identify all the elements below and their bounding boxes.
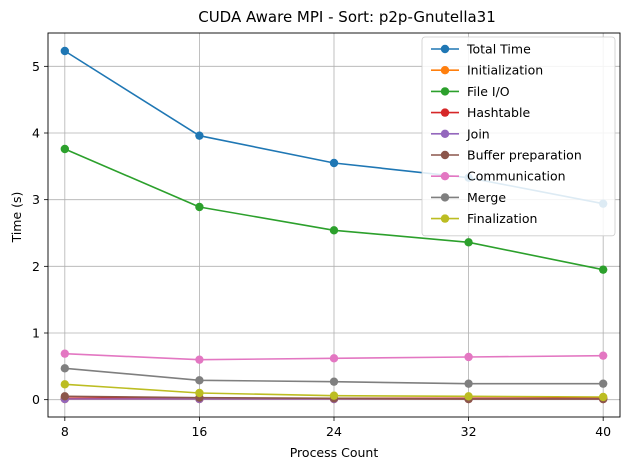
legend-marker bbox=[440, 172, 450, 181]
legend-label: Initialization bbox=[467, 63, 543, 78]
y-tick-label: 4 bbox=[32, 126, 40, 141]
data-point bbox=[329, 377, 339, 386]
x-tick-label: 40 bbox=[595, 424, 611, 439]
data-point bbox=[464, 238, 473, 247]
legend-item: File I/O bbox=[431, 84, 510, 99]
legend-item: Join bbox=[431, 126, 490, 141]
data-point bbox=[329, 391, 339, 400]
data-point bbox=[464, 392, 473, 401]
legend-label: Hashtable bbox=[467, 105, 530, 120]
x-tick-label: 8 bbox=[61, 424, 69, 439]
legend-label: Buffer preparation bbox=[467, 148, 582, 163]
data-point bbox=[598, 351, 608, 360]
legend-marker bbox=[440, 150, 450, 160]
series-7 bbox=[60, 364, 608, 388]
chart-title: CUDA Aware MPI - Sort: p2p-Gnutella31 bbox=[198, 8, 496, 26]
legend-marker bbox=[440, 129, 450, 138]
x-axis-title: Process Count bbox=[290, 445, 379, 460]
x-tick-label: 24 bbox=[326, 424, 342, 439]
data-point bbox=[598, 379, 608, 388]
legend-label: Total Time bbox=[466, 42, 531, 57]
data-point bbox=[329, 354, 339, 363]
data-point bbox=[329, 158, 339, 168]
data-point bbox=[195, 131, 204, 140]
data-point bbox=[195, 376, 204, 385]
x-axis: 8 16 24 32 40 bbox=[61, 417, 611, 439]
data-point bbox=[598, 392, 608, 402]
legend-marker bbox=[440, 44, 450, 54]
y-tick-label: 0 bbox=[32, 392, 40, 407]
data-point bbox=[329, 226, 339, 235]
legend-marker bbox=[440, 108, 450, 117]
legend-marker bbox=[440, 87, 450, 96]
y-axis: 0 1 2 3 4 5 bbox=[32, 59, 48, 407]
data-point bbox=[60, 144, 70, 154]
data-point bbox=[195, 388, 204, 398]
legend-label: Finalization bbox=[467, 211, 537, 226]
legend-item: Initialization bbox=[431, 63, 543, 78]
legend-marker bbox=[440, 214, 450, 223]
data-point bbox=[60, 380, 70, 389]
legend-label: Communication bbox=[467, 169, 566, 184]
y-tick-label: 1 bbox=[32, 326, 40, 341]
legend-item: Hashtable bbox=[431, 105, 530, 120]
series-8 bbox=[60, 380, 608, 402]
series-6 bbox=[60, 349, 608, 364]
data-point bbox=[60, 392, 70, 401]
data-point bbox=[464, 379, 473, 388]
legend-frame bbox=[421, 36, 616, 237]
data-point bbox=[60, 349, 70, 358]
legend-item: Finalization bbox=[431, 211, 537, 226]
legend-label: Join bbox=[466, 126, 490, 141]
y-tick-label: 5 bbox=[32, 59, 40, 74]
data-point bbox=[60, 46, 70, 56]
series-2 bbox=[60, 144, 608, 274]
legend-item: Total Time bbox=[431, 42, 531, 57]
y-tick-label: 2 bbox=[32, 259, 40, 274]
x-tick-label: 16 bbox=[191, 424, 207, 439]
data-point bbox=[598, 265, 608, 274]
data-point bbox=[464, 352, 473, 362]
data-point bbox=[195, 202, 204, 212]
y-tick-label: 3 bbox=[32, 192, 40, 207]
legend-label: Merge bbox=[467, 190, 506, 205]
legend-item: Merge bbox=[431, 190, 506, 205]
legend-marker bbox=[440, 193, 450, 202]
y-axis-title: Time (s) bbox=[9, 192, 24, 244]
data-point bbox=[60, 364, 70, 373]
legend-marker bbox=[440, 66, 450, 75]
legend-label: File I/O bbox=[467, 84, 510, 99]
legend: Total Time Initialization File I/O Hashtabl… bbox=[421, 36, 616, 237]
legend-item: Communication bbox=[431, 169, 566, 184]
legend-item: Buffer preparation bbox=[431, 148, 582, 163]
data-point bbox=[195, 355, 204, 364]
x-tick-label: 32 bbox=[461, 424, 477, 439]
